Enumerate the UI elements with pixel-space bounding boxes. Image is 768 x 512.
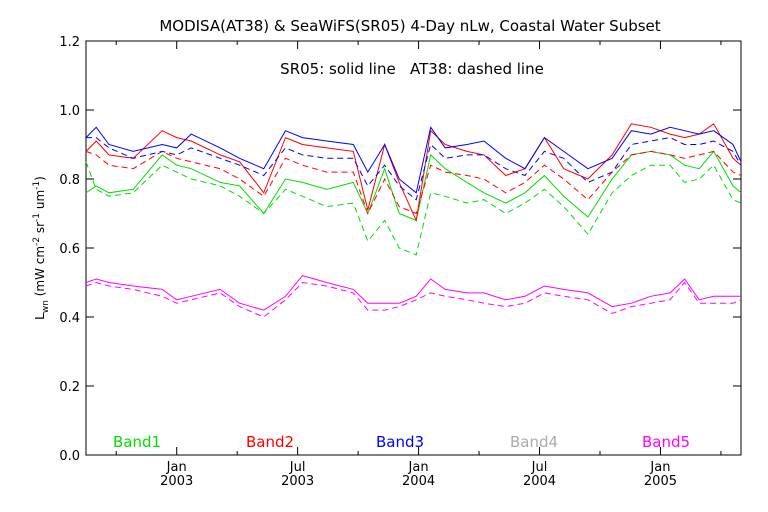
legend-item-band5: Band5 (642, 433, 690, 451)
series-line-band5-solid (85, 275, 741, 311)
chart-title: MODISA(AT38) & SeaWiFS(SR05) 4-Day nLw, … (159, 17, 660, 35)
x-tick-month: Jul (531, 460, 548, 475)
legend: Band1 Band2 Band3 Band4 Band5 (113, 433, 690, 451)
series-line-band2-dashed (85, 150, 742, 215)
series-line-band2-solid (85, 123, 742, 223)
y-tick-label: 0.6 (59, 242, 80, 257)
y-tick-label: 0.4 (59, 311, 80, 326)
y-axis: 0.0 0.2 0.4 0.6 0.8 1.0 1.2 (59, 35, 741, 464)
y-tick-label: 0.0 (59, 449, 80, 464)
y-tick-label: 0.2 (59, 380, 80, 395)
x-tick-month: Jan (408, 460, 429, 475)
chart-annotation: SR05: solid line AT38: dashed line (280, 60, 544, 78)
y-tick-label: 0.8 (59, 173, 80, 188)
x-tick-year: 2003 (281, 474, 314, 489)
series-line-band1-solid (85, 150, 742, 222)
y-tick-label: 1.2 (59, 35, 80, 50)
x-tick-month: Jul (289, 460, 306, 475)
legend-item-band1: Band1 (113, 433, 161, 451)
y-tick-label: 1.0 (59, 104, 80, 119)
x-tick-year: 2004 (523, 474, 556, 489)
svg-text:Lwn (mW cm-2 sr-1 um-1): Lwn (mW cm-2 sr-1 um-1) (32, 176, 51, 320)
series-line-band3-dashed (86, 137, 742, 201)
legend-item-band4: Band4 (510, 433, 558, 451)
series-layer (85, 123, 742, 318)
x-tick-month: Jan (166, 460, 187, 475)
series-line-band5-dashed (85, 281, 742, 318)
x-tick-month: Jan (649, 460, 670, 475)
y-axis-label: Lwn (mW cm-2 sr-1 um-1) (32, 176, 51, 320)
series-line-band1-dashed (85, 161, 742, 256)
x-tick-year: 2004 (402, 474, 435, 489)
x-tick-year: 2003 (160, 474, 193, 489)
series-line-band3-solid (85, 126, 742, 194)
legend-item-band3: Band3 (376, 433, 424, 451)
x-tick-year: 2005 (644, 474, 677, 489)
legend-item-band2: Band2 (246, 433, 294, 451)
plot-frame (85, 40, 742, 456)
